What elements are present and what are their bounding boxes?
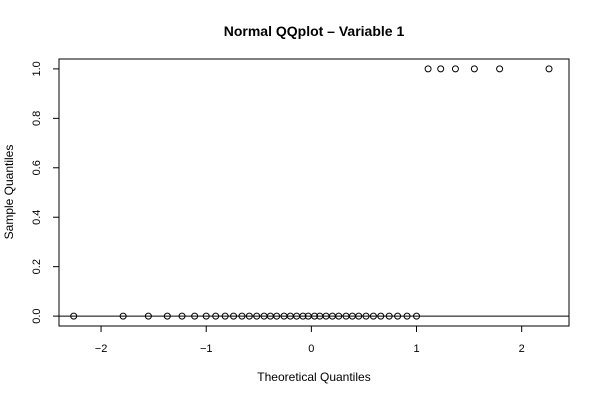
data-point: [413, 312, 421, 320]
chart-title: Normal QQplot – Variable 1: [224, 23, 405, 39]
data-point: [70, 312, 78, 320]
points-layer: [70, 65, 553, 320]
data-point: [362, 312, 370, 320]
data-point: [238, 312, 246, 320]
data-point: [424, 65, 432, 73]
y-tick-label: 0.6: [31, 160, 43, 175]
x-axis: −2 −1 0 1 2: [95, 325, 525, 355]
data-point: [335, 312, 343, 320]
data-point: [355, 312, 363, 320]
data-point: [253, 312, 261, 320]
data-point: [403, 312, 411, 320]
y-tick-label: 0.2: [31, 259, 43, 274]
data-point: [191, 312, 199, 320]
y-tick-label: 0.0: [31, 308, 43, 323]
x-tick-label: −2: [95, 343, 108, 355]
data-point: [311, 312, 319, 320]
data-point: [273, 312, 281, 320]
data-point: [394, 312, 402, 320]
data-point: [451, 65, 459, 73]
y-tick-label: 0.8: [31, 111, 43, 126]
y-axis: 0.0 0.2 0.4 0.6 0.8 1.0: [31, 61, 60, 324]
data-point: [385, 312, 393, 320]
data-point: [202, 312, 210, 320]
data-point: [212, 312, 220, 320]
data-point: [178, 312, 186, 320]
data-point: [377, 312, 385, 320]
plot-frame: [58, 58, 570, 327]
data-point: [369, 312, 377, 320]
x-tick-label: 0: [308, 343, 314, 355]
data-point: [496, 65, 504, 73]
x-tick-label: −1: [200, 343, 213, 355]
data-point: [245, 312, 253, 320]
data-point: [163, 312, 171, 320]
data-point: [437, 65, 445, 73]
x-axis-label: Theoretical Quantiles: [257, 370, 370, 384]
data-point: [299, 312, 307, 320]
data-point: [470, 65, 478, 73]
y-axis-label: Sample Quantiles: [2, 145, 16, 240]
y-tick-label: 1.0: [31, 61, 43, 76]
x-tick-label: 2: [519, 343, 525, 355]
data-point: [144, 312, 152, 320]
data-point: [221, 312, 229, 320]
x-tick-label: 1: [413, 343, 419, 355]
y-tick-label: 0.4: [31, 210, 43, 225]
data-point: [545, 65, 553, 73]
data-point: [119, 312, 127, 320]
data-point: [230, 312, 238, 320]
